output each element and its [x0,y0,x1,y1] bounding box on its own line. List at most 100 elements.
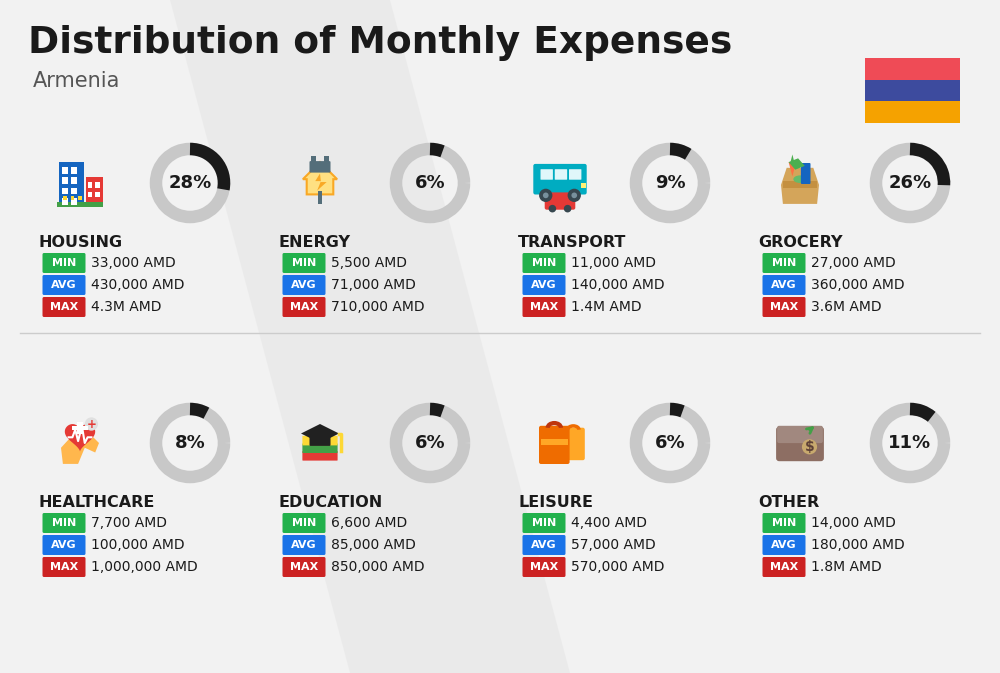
Text: 57,000 AMD: 57,000 AMD [571,538,656,552]
Text: 1,000,000 AMD: 1,000,000 AMD [91,560,198,574]
FancyBboxPatch shape [522,557,566,577]
FancyBboxPatch shape [763,297,806,317]
FancyBboxPatch shape [42,557,86,577]
Circle shape [802,439,817,454]
Text: 33,000 AMD: 33,000 AMD [91,256,176,270]
Text: 1.8M AMD: 1.8M AMD [811,560,882,574]
Bar [71,167,77,174]
FancyBboxPatch shape [302,451,338,460]
Text: MAX: MAX [50,302,78,312]
Polygon shape [781,168,819,204]
Text: 1.4M AMD: 1.4M AMD [571,300,642,314]
Text: 7,700 AMD: 7,700 AMD [91,516,167,530]
Circle shape [571,192,577,199]
Text: 710,000 AMD: 710,000 AMD [331,300,425,314]
Bar [71,188,77,194]
FancyBboxPatch shape [540,169,553,180]
Polygon shape [170,0,570,673]
Bar [541,439,568,445]
Bar [318,190,322,204]
FancyBboxPatch shape [42,297,86,317]
Text: 26%: 26% [888,174,932,192]
Text: MIN: MIN [772,258,796,268]
Bar [324,156,329,164]
Text: HEALTHCARE: HEALTHCARE [38,495,154,510]
Text: 570,000 AMD: 570,000 AMD [571,560,664,574]
FancyBboxPatch shape [763,253,806,273]
Text: 9%: 9% [655,174,685,192]
Polygon shape [301,424,339,443]
Text: MIN: MIN [532,258,556,268]
Text: 27,000 AMD: 27,000 AMD [811,256,896,270]
Text: Armenia: Armenia [33,71,120,91]
Text: 4.3M AMD: 4.3M AMD [91,300,162,314]
Text: 100,000 AMD: 100,000 AMD [91,538,185,552]
Text: MIN: MIN [292,258,316,268]
FancyBboxPatch shape [545,192,575,210]
Bar [88,182,92,188]
Circle shape [85,417,98,431]
Text: MIN: MIN [52,258,76,268]
Bar [72,426,88,429]
FancyBboxPatch shape [555,169,567,180]
FancyBboxPatch shape [569,169,581,180]
Text: AVG: AVG [291,280,317,290]
Bar [581,183,586,188]
FancyBboxPatch shape [283,275,326,295]
Bar [57,202,103,207]
Text: 11,000 AMD: 11,000 AMD [571,256,656,270]
Text: LEISURE: LEISURE [518,495,593,510]
Text: MIN: MIN [772,518,796,528]
Bar [62,188,68,194]
FancyBboxPatch shape [42,535,86,555]
FancyBboxPatch shape [302,444,338,453]
Text: 14,000 AMD: 14,000 AMD [811,516,896,530]
Text: MIN: MIN [292,518,316,528]
Circle shape [564,205,571,213]
Text: EDUCATION: EDUCATION [278,495,382,510]
FancyBboxPatch shape [777,426,823,443]
Circle shape [543,192,549,199]
FancyBboxPatch shape [310,161,330,172]
FancyBboxPatch shape [42,513,86,533]
Bar [71,199,77,205]
FancyBboxPatch shape [776,427,824,461]
Bar [95,182,100,188]
Text: +: + [86,417,96,431]
Bar [86,177,103,204]
Bar [783,181,817,188]
FancyBboxPatch shape [865,58,960,79]
Polygon shape [61,431,99,464]
FancyBboxPatch shape [42,275,86,295]
Text: MAX: MAX [530,562,558,572]
Text: 6%: 6% [655,434,685,452]
FancyBboxPatch shape [283,535,326,555]
Bar [62,167,68,174]
FancyBboxPatch shape [865,79,960,102]
FancyBboxPatch shape [310,431,330,446]
Text: 850,000 AMD: 850,000 AMD [331,560,425,574]
Text: AVG: AVG [291,540,317,550]
Bar [95,192,100,197]
Text: 71,000 AMD: 71,000 AMD [331,278,416,292]
Polygon shape [303,162,337,194]
FancyBboxPatch shape [539,426,570,464]
Text: Distribution of Monthly Expenses: Distribution of Monthly Expenses [28,25,732,61]
Text: AVG: AVG [51,540,77,550]
Text: 140,000 AMD: 140,000 AMD [571,278,665,292]
Bar [70,197,74,200]
FancyBboxPatch shape [522,513,566,533]
FancyBboxPatch shape [763,513,806,533]
Text: 6%: 6% [415,174,445,192]
Bar [63,197,67,200]
Polygon shape [315,174,327,190]
Text: TRANSPORT: TRANSPORT [518,235,626,250]
Text: HOUSING: HOUSING [38,235,122,250]
Ellipse shape [793,176,807,183]
Text: MAX: MAX [290,302,318,312]
Bar [88,192,92,197]
Text: 4,400 AMD: 4,400 AMD [571,516,647,530]
Bar [77,422,83,433]
Text: 8%: 8% [175,434,205,452]
FancyBboxPatch shape [865,102,960,123]
